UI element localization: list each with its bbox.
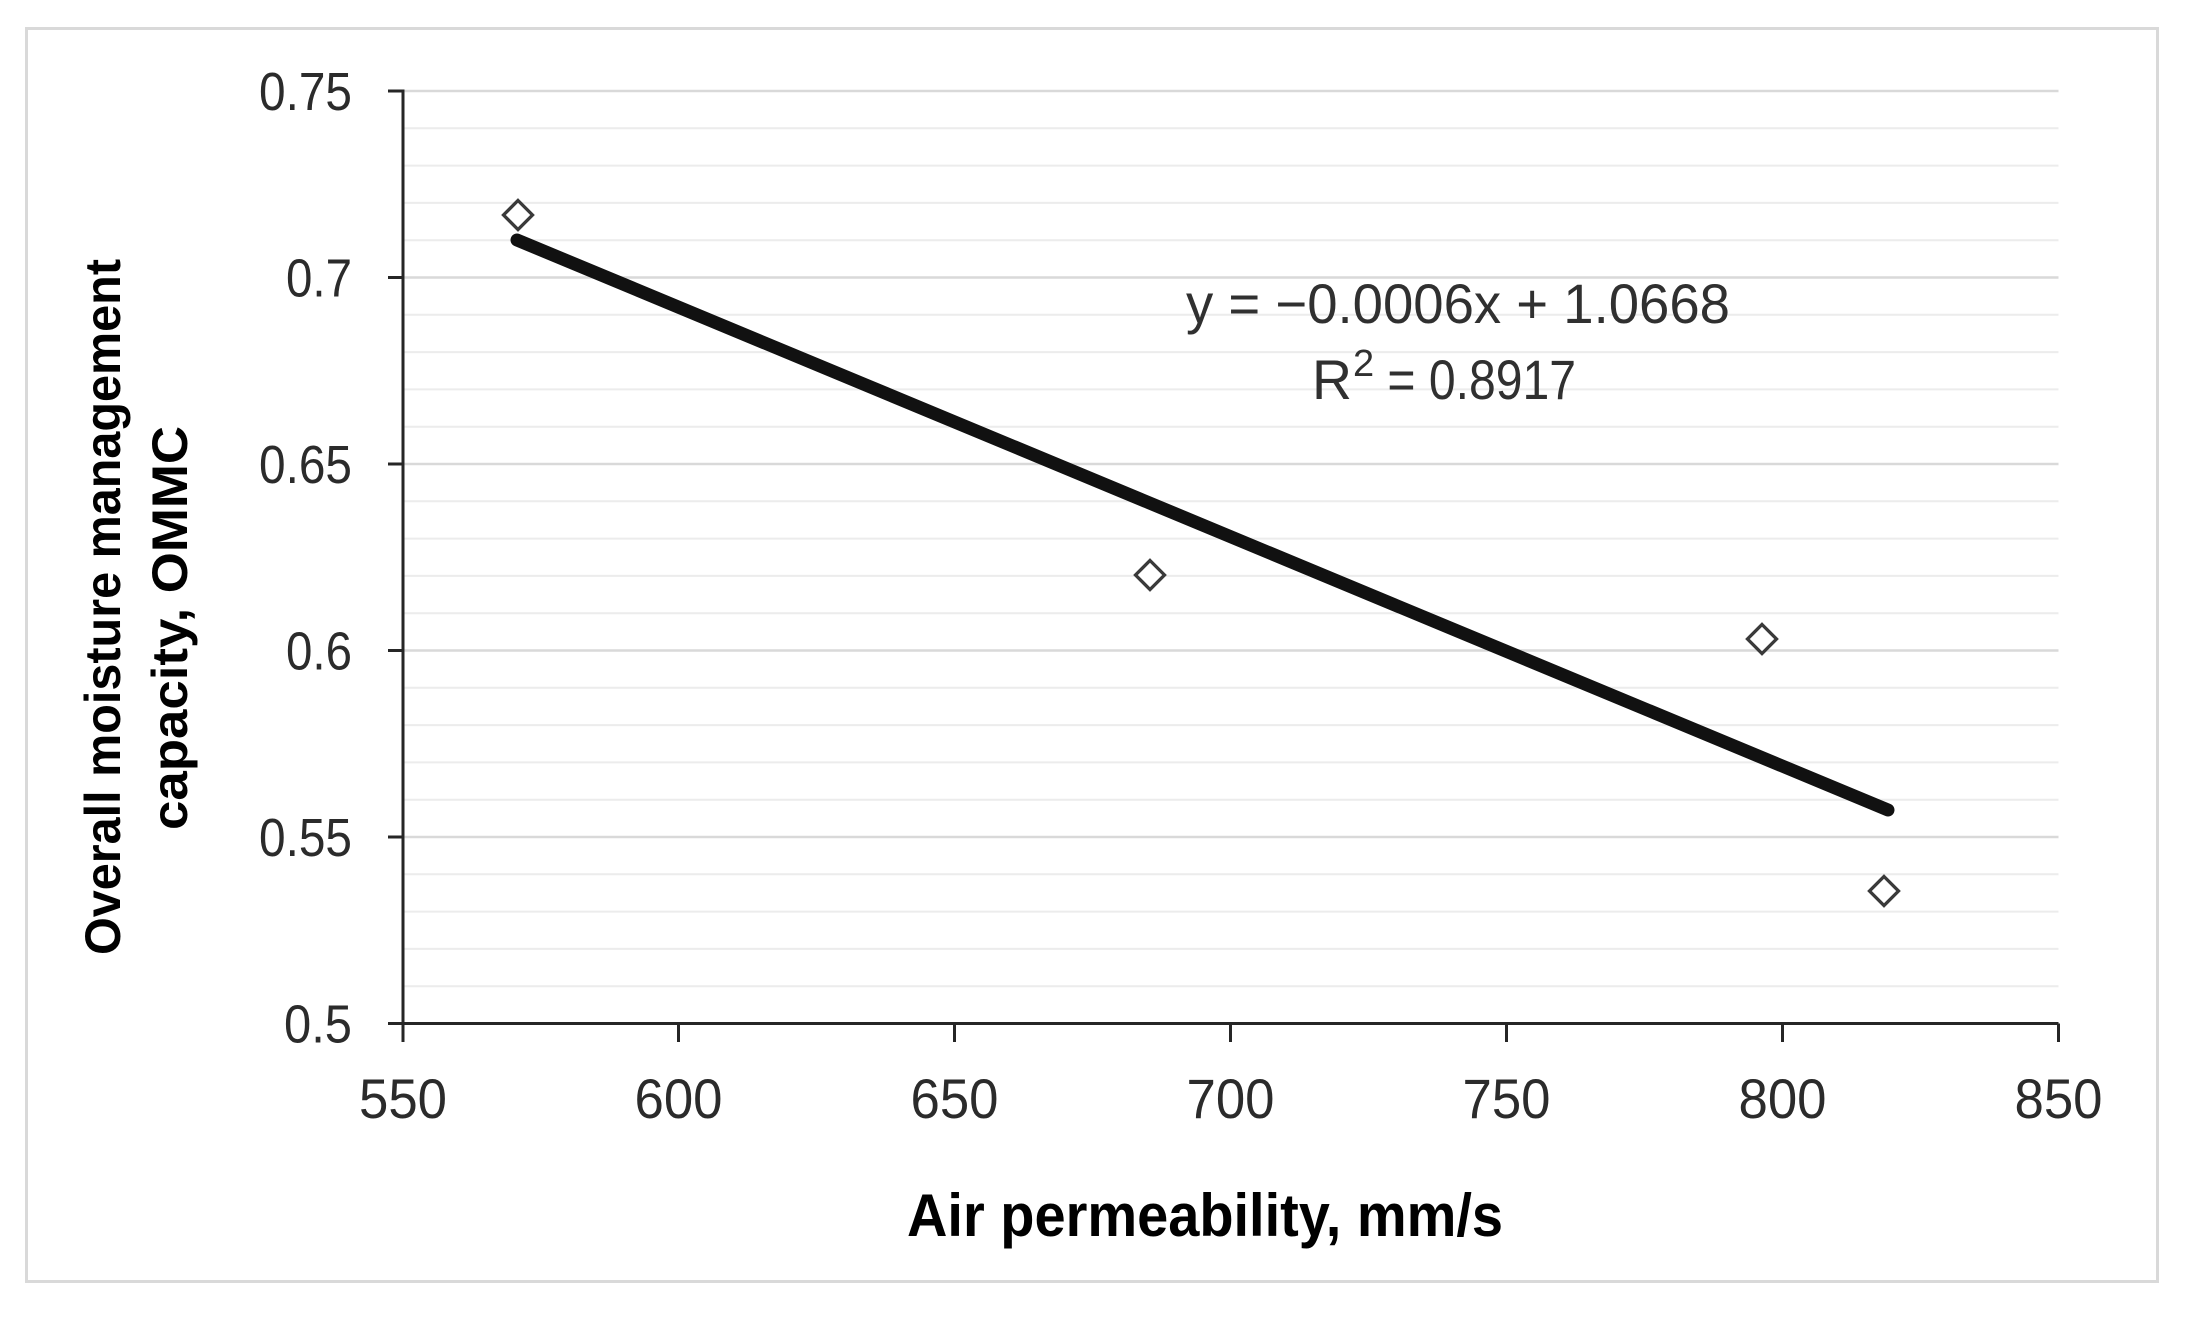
svg-text:capacity, OMMC: capacity, OMMC (142, 426, 198, 830)
svg-text:0.7: 0.7 (286, 249, 352, 309)
svg-text:800: 800 (1739, 1067, 1827, 1130)
svg-text:y = −0.0006x + 1.0668: y = −0.0006x + 1.0668 (1186, 272, 1730, 335)
svg-text:600: 600 (635, 1067, 723, 1130)
svg-text:= 0.8917: = 0.8917 (1374, 348, 1576, 411)
svg-text:550: 550 (359, 1067, 447, 1130)
svg-text:750: 750 (1463, 1067, 1551, 1130)
svg-text:R: R (1312, 348, 1352, 411)
svg-text:650: 650 (911, 1067, 999, 1130)
svg-text:0.5: 0.5 (284, 995, 352, 1055)
svg-text:0.55: 0.55 (259, 808, 352, 868)
svg-text:Overall moisture management: Overall moisture management (75, 259, 131, 955)
svg-text:0.6: 0.6 (286, 622, 352, 682)
svg-text:700: 700 (1187, 1067, 1275, 1130)
svg-text:0.65: 0.65 (259, 435, 352, 495)
svg-text:850: 850 (2015, 1067, 2103, 1130)
svg-text:Air permeability, mm/s: Air permeability, mm/s (907, 1182, 1503, 1249)
svg-text:0.75: 0.75 (259, 62, 352, 122)
